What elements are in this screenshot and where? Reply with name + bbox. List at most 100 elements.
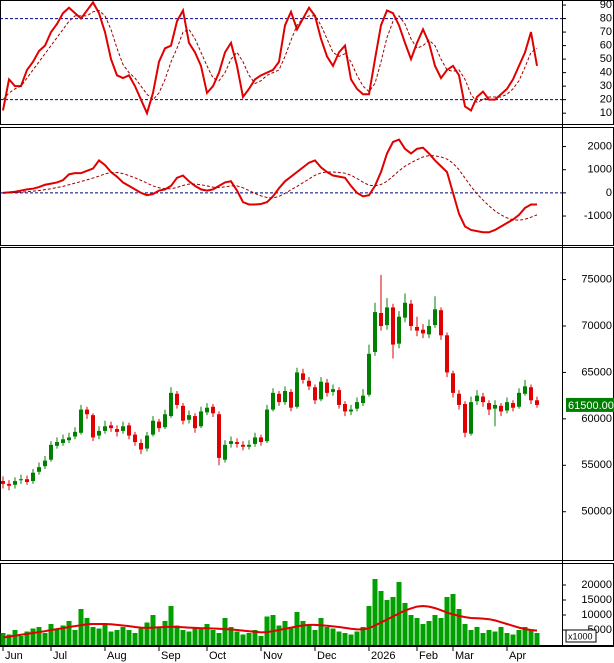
volume-bar [390,597,396,645]
y-tick-label: 15000 [581,594,612,606]
volume-bar [204,624,210,645]
x-tick-label: Nov [263,650,283,662]
volume-bar [180,630,186,645]
line [2,138,537,234]
candle-body [73,431,77,437]
y-tick-label: 10000 [581,609,612,621]
volume-bar [156,627,162,645]
candle-body [349,409,353,412]
volume-bar [510,634,516,645]
candle-body [277,393,281,403]
volume-bar [456,609,462,645]
unit-label: x1000 [568,631,593,641]
y-tick-label: 90 [600,0,612,11]
volume-bar [120,627,126,645]
y-tick-label: 50 [600,53,612,65]
candle-body [7,483,11,486]
volume-bar [438,618,444,645]
candle-body [493,404,497,409]
candle-body [133,434,137,443]
candle-body [403,302,407,318]
volume-bar [384,600,390,645]
candle-body [517,392,521,407]
volume-bar [216,633,222,645]
last-price-label: 61500.00 [568,400,614,412]
x-tick-label: Feb [419,650,438,662]
volume-bar [288,627,294,645]
volume-bar [78,609,84,645]
volume-bar [192,627,198,645]
volume-bar [24,631,30,645]
volume-bar [294,612,300,645]
volume-bar [90,627,96,645]
volume-bar [366,606,372,645]
volume-bar [138,628,144,645]
x-tick-label: Dec [317,650,337,662]
candle-body [445,335,449,373]
volume-bar [354,631,360,645]
volume-bar [84,618,90,645]
volume-bar [198,628,204,645]
y-tick-label: 20000 [581,579,612,591]
volume-bar [186,631,192,645]
candle-body [199,411,203,427]
y-tick-label: 80 [600,12,612,24]
volume-bar [348,634,354,645]
y-tick-label: 70 [600,26,612,38]
volume-bar [96,628,102,645]
volume-bar [264,616,270,645]
candle-body [19,479,23,481]
candle-body [55,442,59,446]
candle-body [535,400,539,405]
volume-bar [486,630,492,645]
volume-bar [498,627,504,645]
volume-bar [240,634,246,645]
y-tick-label: 75000 [581,273,612,285]
volume-bar [36,627,42,645]
candle-body [103,426,107,431]
candle-body [25,479,29,482]
candle-body [367,353,371,395]
candle-body [439,310,443,336]
candle-body [409,303,413,326]
y-tick-label: 10 [600,107,612,119]
volume-bar [492,631,498,645]
candle-body [193,416,197,429]
candle-body [79,409,83,433]
candle-body [319,381,323,400]
volume-bar [114,630,120,645]
volume-bar [210,630,216,645]
volume-bar [330,628,336,645]
candle-body [181,405,185,421]
candle-body [259,437,263,443]
volume-bar [60,625,66,645]
candle-body [373,312,377,352]
volume-bar [126,630,132,645]
x-tick-label: Oct [209,650,226,662]
line [2,9,538,103]
volume-bar [516,630,522,645]
volume-bar [426,621,432,645]
volume-bar [378,591,384,645]
candle-body [379,313,383,326]
candle-body [127,425,131,436]
line [2,604,538,639]
volume-bar [234,631,240,645]
y-tick-label: 60000 [581,413,612,425]
volume-bar [306,624,312,645]
candle-body [205,407,209,413]
candle-body [253,437,257,444]
candle-body [391,307,395,345]
candle-body [361,395,365,404]
x-tick-label: Jul [53,650,67,662]
candle-body [457,393,461,405]
volume-bar [504,633,510,645]
candle-body [481,396,485,403]
candle-body [145,435,149,449]
macd-panel [0,127,614,246]
candle-body [343,404,347,412]
x-tick-label: Apr [509,650,526,662]
volume-bar [312,630,318,645]
candle-body [307,380,311,387]
candle-body [271,392,275,410]
